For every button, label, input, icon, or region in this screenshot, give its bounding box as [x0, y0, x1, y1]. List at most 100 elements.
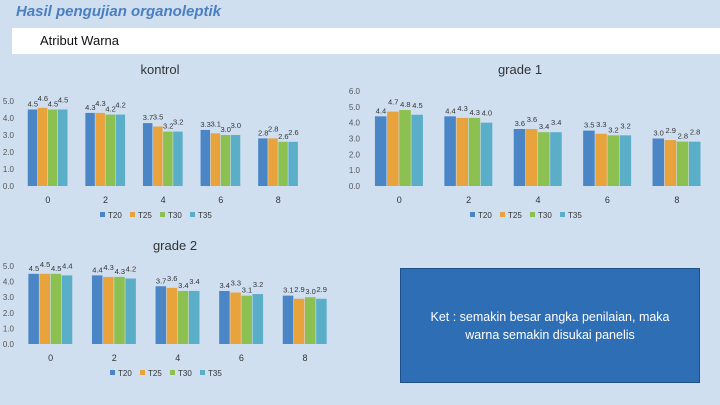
y-tick-label: 2.0: [3, 148, 15, 157]
data-label: 3.4: [189, 277, 199, 286]
data-label: 4.3: [469, 108, 479, 117]
bar-t20-4: [155, 286, 167, 344]
bar-t25-8: [293, 298, 305, 344]
legend-swatch-t35: [190, 212, 195, 217]
y-tick-label: 6.0: [349, 87, 361, 96]
bar-t25-8: [664, 140, 677, 186]
y-tick-label: 4.0: [349, 119, 361, 128]
data-label: 4.5: [29, 264, 39, 273]
bar-t30-6: [607, 135, 619, 186]
data-label: 3.2: [253, 280, 263, 289]
bar-t35-0: [61, 275, 73, 344]
data-label: 3.6: [527, 115, 537, 124]
bar-t35-8: [316, 298, 327, 344]
legend-label-t30: T30: [178, 369, 192, 378]
bar-t20-8: [258, 138, 268, 186]
bar-t35-2: [480, 122, 493, 186]
x-tick-label: 0: [45, 195, 50, 205]
x-tick-label: 0: [397, 195, 402, 205]
data-label: 3.2: [608, 125, 618, 134]
legend-label-t20: T20: [108, 211, 122, 220]
bar-t30-4: [538, 132, 550, 186]
bar-t35-4: [173, 131, 183, 186]
legend-swatch-t25: [130, 212, 135, 217]
bar-t35-2: [115, 114, 126, 186]
bar-t25-0: [39, 273, 51, 344]
bar-t35-6: [252, 294, 264, 344]
bar-t20-2: [444, 116, 456, 186]
data-label: 3.2: [173, 118, 183, 127]
legend-label-t25: T25: [138, 211, 152, 220]
bar-t25-0: [387, 111, 399, 186]
bar-t25-4: [525, 129, 538, 186]
bar-t25-0: [37, 107, 48, 186]
x-tick-label: 4: [536, 195, 541, 205]
data-label: 3.2: [163, 122, 173, 131]
chart-grade-1: grade 10.01.02.03.04.05.06.04.44.7 4.8 4.5…: [349, 62, 701, 220]
bar-t20-0: [27, 109, 38, 186]
bar-t25-2: [103, 276, 114, 344]
legend-swatch-t35: [200, 370, 205, 375]
data-label: 2.9: [294, 285, 304, 294]
bar-t30-2: [114, 276, 125, 344]
y-tick-label: 0.0: [349, 182, 361, 191]
chart-title: grade 1: [498, 62, 542, 77]
y-tick-label: 0.0: [3, 340, 15, 349]
data-label: 2.6: [288, 128, 298, 137]
data-label: 4.3: [457, 104, 467, 113]
data-label: 4.5: [412, 101, 422, 110]
legend-label-t25: T25: [148, 369, 162, 378]
data-label: 3.4: [220, 281, 230, 290]
y-tick-label: 0.0: [3, 182, 15, 191]
legend-swatch-t20: [470, 212, 475, 217]
bar-t25-6: [595, 133, 607, 186]
data-label: 4.2: [115, 101, 125, 110]
legend-swatch-t30: [170, 370, 175, 375]
bar-t20-2: [91, 275, 103, 344]
legend-label-t35: T35: [568, 211, 582, 220]
y-tick-label: 1.0: [349, 166, 361, 175]
data-label: 4.5: [51, 264, 61, 273]
data-label: 3.7: [156, 276, 166, 285]
bar-t30-2: [105, 114, 115, 186]
x-tick-label: 4: [175, 353, 180, 363]
y-tick-label: 4.0: [3, 114, 15, 123]
data-label: 4.3: [115, 267, 125, 276]
chart-title: grade 2: [153, 238, 197, 253]
data-label: 2.8: [268, 124, 278, 133]
bar-t30-0: [47, 109, 58, 186]
x-tick-label: 8: [303, 353, 308, 363]
data-label: 3.3: [596, 120, 606, 129]
bar-t30-8: [278, 141, 288, 186]
bar-t35-4: [550, 132, 562, 186]
y-tick-label: 1.0: [3, 165, 15, 174]
data-label: 3.6: [167, 274, 177, 283]
bar-t35-8: [288, 141, 298, 186]
note-box: Ket : semakin besar angka penilaian, mak…: [400, 268, 700, 383]
data-label: 3.1: [283, 286, 293, 295]
bar-t30-6: [241, 295, 252, 344]
data-label: 3.0: [231, 121, 241, 130]
data-label: 2.9: [316, 285, 326, 294]
bar-t30-8: [305, 297, 316, 344]
bar-t35-6: [230, 135, 241, 186]
subtitle-band: Atribut Warna: [12, 28, 720, 54]
data-label: 2.6: [278, 132, 288, 141]
bar-t20-2: [85, 112, 95, 186]
bar-t35-6: [619, 135, 632, 186]
y-tick-label: 2.0: [3, 309, 15, 318]
data-label: 3.1: [210, 119, 220, 128]
bar-t20-8: [282, 295, 294, 344]
data-label: 3.0: [653, 129, 663, 138]
bar-t25-4: [166, 287, 178, 344]
data-label: 2.8: [678, 132, 688, 141]
data-label: 2.9: [666, 126, 676, 135]
data-label: 4.4: [376, 106, 386, 115]
bar-t20-0: [28, 273, 39, 344]
data-label: 3.0: [305, 287, 315, 296]
bar-t25-2: [95, 112, 105, 186]
bar-t35-0: [411, 114, 423, 186]
legend-label-t20: T20: [478, 211, 492, 220]
data-label: 4.6: [38, 94, 48, 103]
page-subtitle: Atribut Warna: [40, 33, 119, 48]
